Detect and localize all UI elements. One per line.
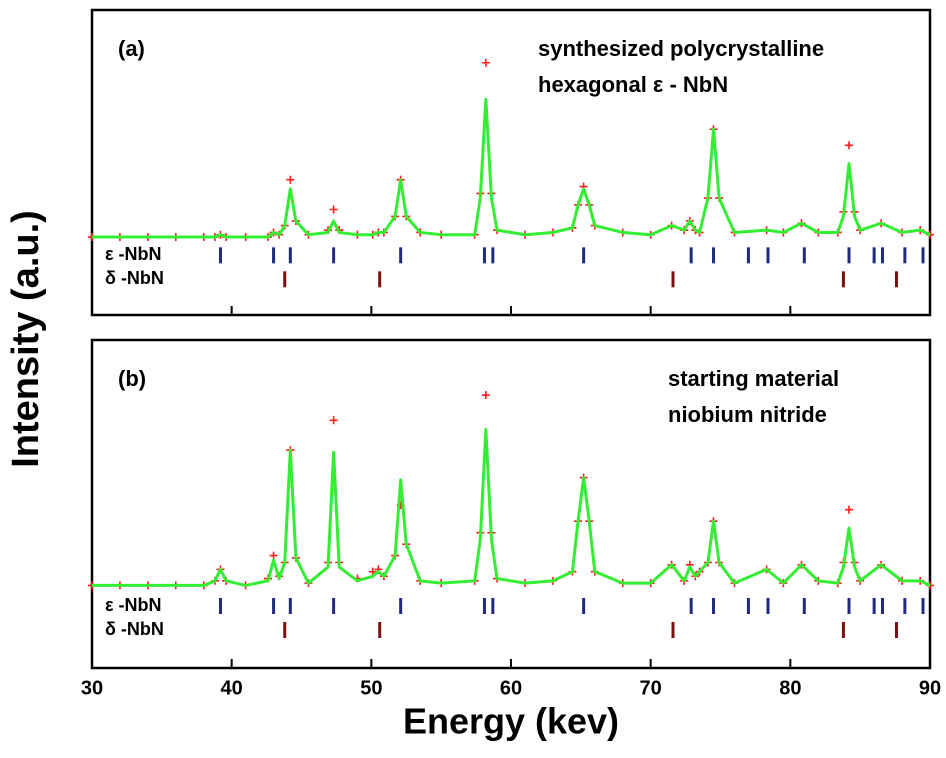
phase-label: δ -NbN (105, 268, 164, 288)
x-tick-label: 90 (919, 677, 941, 699)
panel-label: (b) (118, 366, 146, 391)
observed-point (286, 175, 295, 184)
observed-point (481, 391, 490, 400)
annotation: hexagonal ε - NbN (538, 72, 728, 97)
observed-point (329, 416, 338, 425)
x-tick-label: 30 (81, 677, 103, 699)
panel-label: (a) (118, 36, 145, 61)
observed-point (481, 58, 490, 67)
phase-label: ε -NbN (105, 595, 162, 615)
annotation: niobium nitride (668, 402, 827, 427)
x-axis-label: Energy (kev) (403, 701, 619, 742)
x-tick-label: 80 (779, 677, 801, 699)
x-tick-label: 60 (500, 677, 522, 699)
calculated-line (92, 427, 931, 587)
calculated-line (92, 97, 931, 239)
annotation: synthesized polycrystalline (538, 36, 824, 61)
x-tick-label: 50 (360, 677, 382, 699)
phase-label: δ -NbN (105, 619, 164, 639)
x-tick-label: 40 (221, 677, 243, 699)
annotation: starting material (668, 366, 839, 391)
observed-point (329, 205, 338, 214)
observed-point (844, 141, 853, 150)
phase-label: ε -NbN (105, 244, 162, 264)
y-axis-label: Intensity (a.u.) (5, 210, 47, 468)
observed-point (844, 505, 853, 514)
observed-point (269, 551, 278, 560)
x-tick-label: 70 (640, 677, 662, 699)
